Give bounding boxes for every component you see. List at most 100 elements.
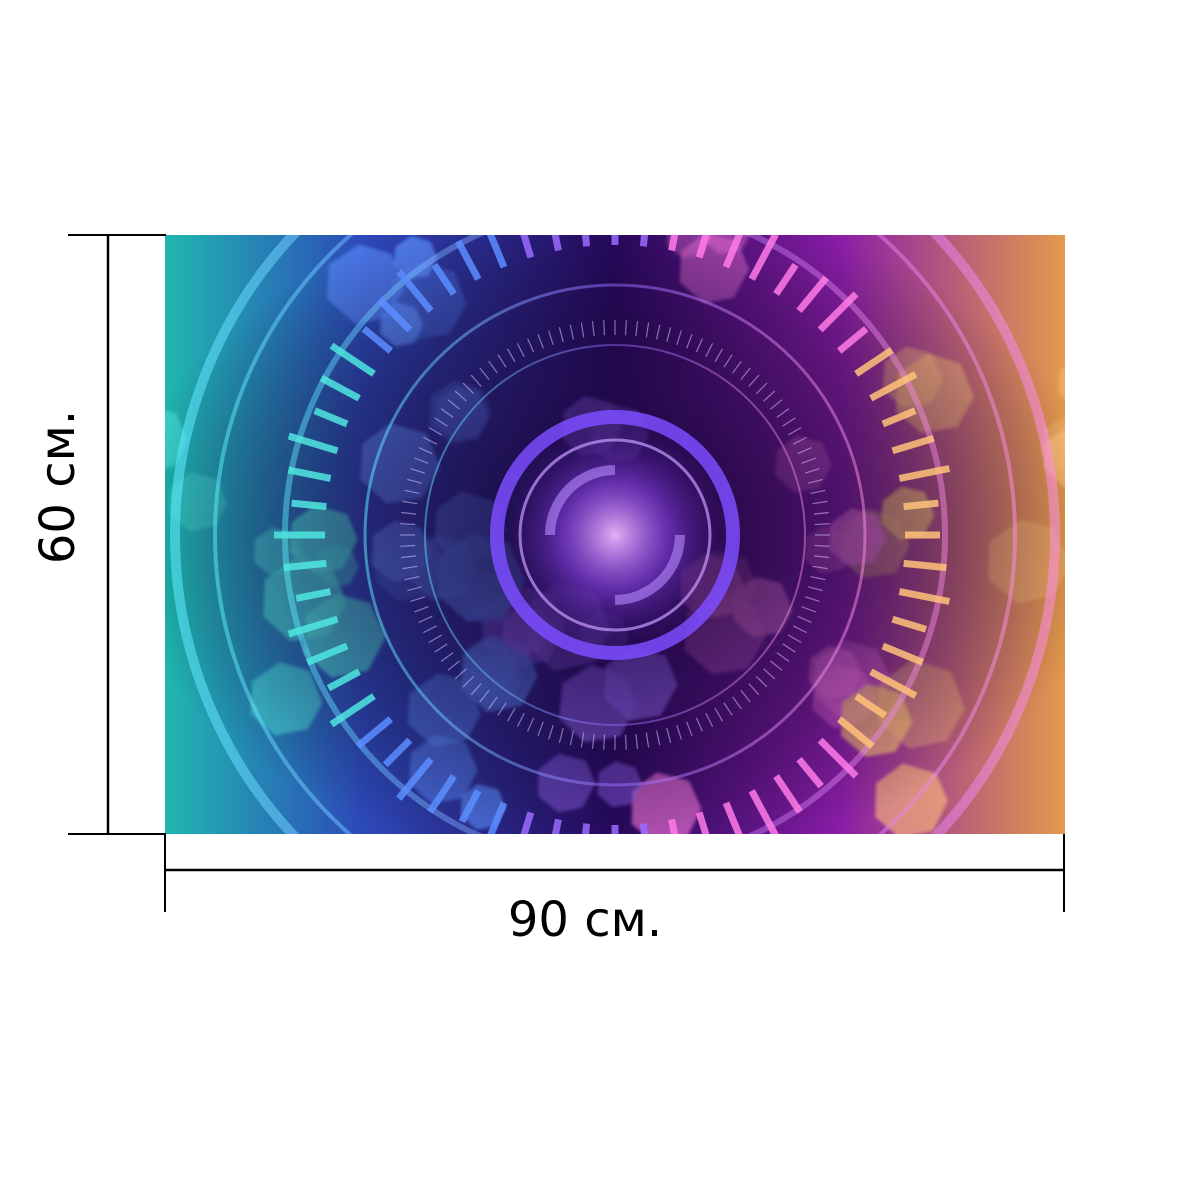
hud-fine-tick <box>580 732 585 748</box>
hud-tick <box>458 789 482 824</box>
hud-tick <box>891 615 928 633</box>
hud-fine-tick <box>558 728 564 743</box>
hud-fine-tick <box>569 730 574 746</box>
inner-arc <box>545 465 616 536</box>
hud-tick <box>287 615 339 638</box>
hud-fine-tick <box>506 707 516 722</box>
hud-fine-tick <box>400 523 416 526</box>
hud-tick <box>326 668 361 692</box>
hud-tick <box>668 818 679 834</box>
hud-fine-tick <box>813 555 829 559</box>
hud-fine-tick <box>705 712 714 727</box>
hud-fine-tick <box>506 348 516 363</box>
hud-fine-tick <box>801 606 816 613</box>
hud-fine-tick <box>470 683 482 696</box>
width-label: 90 см. <box>507 892 663 948</box>
hud-tick <box>427 774 457 814</box>
hud-ticks <box>274 235 951 834</box>
hud-fine-tick <box>645 732 650 748</box>
hud-fine-tick <box>776 408 790 418</box>
hud-fine-tick <box>676 330 682 345</box>
hud-fine-tick <box>695 717 703 732</box>
hud-fine-tick <box>462 675 475 688</box>
hud-fine-tick <box>814 523 830 526</box>
hud-fine-tick <box>792 625 807 634</box>
hud-tick <box>283 559 327 572</box>
hud-tick <box>487 801 508 834</box>
hud-fine-tick <box>695 338 703 353</box>
hud-fine-tick <box>423 436 438 445</box>
hud-tick <box>355 716 394 750</box>
hud-tick <box>287 466 332 482</box>
hud-fine-tick <box>763 390 776 402</box>
hud-fine-tick <box>440 652 454 662</box>
hud-tick <box>382 737 413 768</box>
hud-fine-tick <box>537 721 544 736</box>
hud-tick <box>287 432 339 455</box>
hud-tick <box>695 235 710 259</box>
hud-tick <box>668 235 679 252</box>
hud-fine-tick <box>748 374 760 387</box>
hud-tick <box>869 371 918 402</box>
hud-fine-tick <box>686 334 693 349</box>
hud-fine-tick <box>813 511 829 515</box>
hud-fine-tick <box>428 426 443 436</box>
hud-fine-tick <box>591 733 595 749</box>
hud-fine-tick <box>805 596 820 602</box>
hud-fine-tick <box>488 360 498 374</box>
hud-tick <box>796 275 830 314</box>
inner-ring <box>518 438 712 632</box>
hud-fine-tick <box>440 408 454 418</box>
hud-fine-tick <box>414 457 429 464</box>
hud-fine-tick <box>723 354 733 368</box>
hud-fine-tick <box>447 660 460 671</box>
hud-fine-tick <box>428 634 443 644</box>
hud-fine-tick <box>808 478 823 484</box>
hud-fine-tick <box>404 576 420 581</box>
hud-tick <box>722 235 744 269</box>
hud-fine-tick <box>748 683 760 696</box>
hud-tick <box>773 774 803 814</box>
hud-tick <box>395 756 434 801</box>
hud-tick <box>377 297 413 333</box>
hud-fine-tick <box>635 321 639 337</box>
hud-fine-tick <box>666 327 672 342</box>
hud-fine-tick <box>723 702 733 716</box>
hud-fine-tick <box>558 327 564 342</box>
hud-tick <box>313 407 349 428</box>
hud-fine-tick <box>814 544 830 547</box>
hud-fine-tick <box>537 334 544 349</box>
hud-fine-tick <box>624 734 627 750</box>
hud-tick <box>454 239 482 281</box>
hud-tick <box>329 342 376 377</box>
hud-ring <box>170 235 1060 834</box>
hud-ring <box>213 235 1017 834</box>
hud-fine-tick <box>812 500 828 505</box>
hud-tick <box>295 588 332 602</box>
hud-fine-tick <box>656 324 661 340</box>
hud-fine-tick <box>801 457 816 464</box>
inner-arc-2 <box>614 534 685 605</box>
hud-fine-tick <box>686 721 693 736</box>
hud-fine-tick <box>797 615 812 623</box>
hud-tick <box>773 262 799 296</box>
hud-tick <box>639 823 648 834</box>
hud-tick <box>581 235 591 247</box>
hud-fine-tick <box>763 668 776 680</box>
hud-tick <box>891 434 935 455</box>
hud-tick <box>869 668 918 699</box>
hud-tick <box>291 499 327 511</box>
hud-fine-tick <box>714 348 724 363</box>
hud-fine-tick <box>740 690 751 703</box>
hud-fine-tick <box>434 417 448 427</box>
hud-tick <box>582 823 591 834</box>
hud-fine-tick <box>479 690 490 703</box>
hud-tick <box>748 789 779 834</box>
hud-fine-tick <box>418 615 433 623</box>
hud-tick <box>898 588 951 605</box>
hud-tick <box>903 499 939 511</box>
hud-fine-tick <box>402 500 418 505</box>
hud-tick <box>817 737 859 779</box>
hud-fine-tick <box>569 324 574 340</box>
